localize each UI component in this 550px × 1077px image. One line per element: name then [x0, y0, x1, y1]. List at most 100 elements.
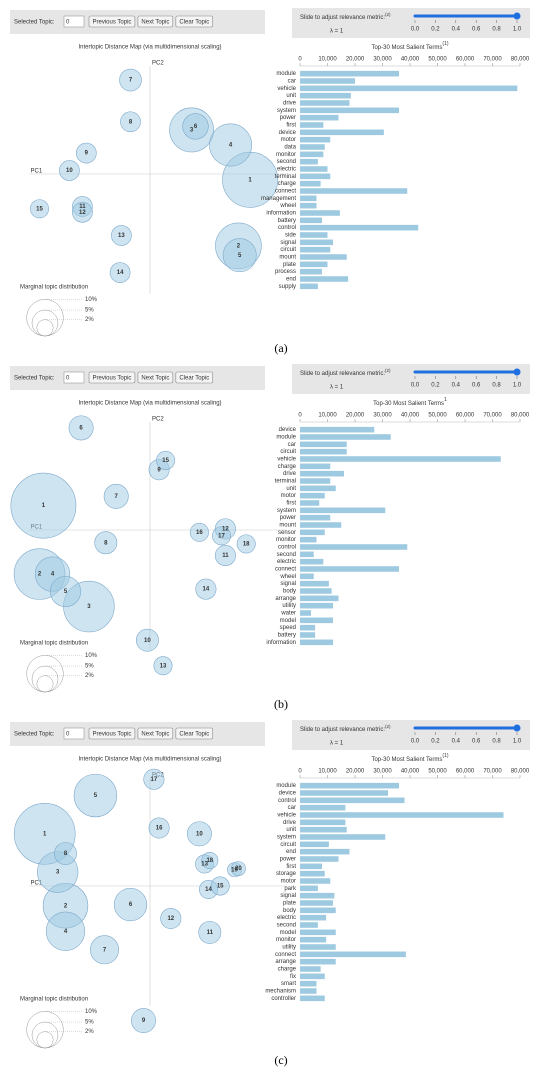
term-label[interactable]: arrange: [275, 596, 296, 602]
term-bar[interactable]: [300, 107, 399, 114]
term-bar[interactable]: [300, 610, 311, 616]
term-bar[interactable]: [300, 514, 331, 521]
term-label[interactable]: connect: [275, 952, 296, 958]
term-bar[interactable]: [300, 85, 518, 92]
topic-circle[interactable]: [236, 534, 256, 554]
topic-circle[interactable]: [160, 907, 182, 929]
term-label[interactable]: controller: [271, 996, 296, 1002]
term-label[interactable]: circuit: [280, 842, 296, 848]
topic-circle[interactable]: [195, 578, 217, 600]
term-bar[interactable]: [300, 448, 347, 455]
term-bar[interactable]: [300, 907, 336, 914]
term-label[interactable]: process: [275, 269, 296, 275]
term-bar[interactable]: [300, 595, 339, 602]
term-bar[interactable]: [300, 232, 328, 238]
topic-circle[interactable]: [230, 861, 246, 877]
term-label[interactable]: vehicle: [277, 457, 296, 463]
term-label[interactable]: mechanism: [265, 989, 296, 995]
term-bar[interactable]: [300, 602, 333, 609]
topic-input-value[interactable]: 0: [66, 732, 70, 738]
term-bar[interactable]: [300, 158, 318, 165]
term-bar[interactable]: [300, 100, 350, 106]
topic-circle[interactable]: [209, 123, 253, 167]
topic-circle[interactable]: [143, 768, 165, 790]
term-label[interactable]: unit: [286, 827, 296, 833]
topic-circle[interactable]: [68, 415, 94, 441]
term-bar[interactable]: [300, 144, 325, 150]
term-label[interactable]: second: [277, 923, 296, 929]
term-bar[interactable]: [300, 819, 346, 826]
topic-circle[interactable]: [89, 935, 120, 965]
term-label[interactable]: park: [284, 886, 297, 892]
term-label[interactable]: drive: [283, 471, 297, 477]
topic-circle[interactable]: [148, 817, 170, 839]
topic-button[interactable]: [175, 15, 214, 28]
term-label[interactable]: signal: [280, 581, 296, 587]
term-bar[interactable]: [300, 217, 322, 224]
term-label[interactable]: battery: [278, 218, 296, 224]
term-label[interactable]: system: [277, 108, 296, 114]
term-bar[interactable]: [300, 580, 329, 587]
term-bar[interactable]: [300, 456, 501, 462]
topic-button[interactable]: [137, 15, 174, 28]
term-bar[interactable]: [300, 151, 324, 158]
topic-circle[interactable]: [72, 201, 93, 223]
topic-circle[interactable]: [59, 160, 80, 181]
slider-handle[interactable]: [513, 724, 521, 732]
term-label[interactable]: power: [280, 857, 296, 863]
topic-button-label[interactable]: Next Topic: [141, 20, 169, 26]
topic-circle[interactable]: [73, 773, 118, 818]
term-bar[interactable]: [300, 114, 339, 121]
term-label[interactable]: module: [276, 783, 296, 789]
topic-button[interactable]: [137, 371, 174, 384]
term-label[interactable]: power: [280, 115, 296, 121]
term-bar[interactable]: [300, 551, 314, 558]
term-bar[interactable]: [300, 885, 318, 892]
term-label[interactable]: terminal: [275, 174, 296, 180]
topic-circle[interactable]: [210, 876, 230, 896]
topic-button[interactable]: [175, 727, 214, 740]
term-label[interactable]: charge: [278, 464, 297, 470]
term-bar[interactable]: [300, 936, 327, 943]
term-bar[interactable]: [300, 463, 331, 470]
term-bar[interactable]: [300, 782, 399, 789]
term-bar[interactable]: [300, 276, 349, 282]
term-bar[interactable]: [300, 848, 350, 855]
term-label[interactable]: charge: [278, 181, 297, 187]
term-bar[interactable]: [300, 988, 317, 994]
term-label[interactable]: motor: [281, 493, 296, 499]
term-bar[interactable]: [300, 283, 318, 290]
term-label[interactable]: module: [276, 71, 296, 77]
term-label[interactable]: end: [286, 849, 296, 855]
term-bar[interactable]: [300, 529, 325, 536]
term-label[interactable]: electric: [277, 915, 296, 921]
topic-button-label[interactable]: Next Topic: [141, 376, 169, 382]
term-label[interactable]: wheel: [279, 203, 296, 209]
term-label[interactable]: signal: [280, 893, 296, 899]
term-label[interactable]: power: [280, 515, 296, 521]
term-bar[interactable]: [300, 958, 336, 965]
term-bar[interactable]: [300, 173, 331, 180]
term-label[interactable]: vehicle: [277, 813, 296, 819]
topic-button[interactable]: [88, 371, 136, 384]
topic-input-value[interactable]: 0: [66, 20, 70, 26]
term-bar[interactable]: [300, 588, 332, 594]
topic-circle[interactable]: [156, 450, 176, 470]
term-bar[interactable]: [300, 478, 331, 484]
term-bar[interactable]: [300, 892, 335, 899]
topic-circle[interactable]: [111, 225, 132, 246]
term-label[interactable]: device: [279, 130, 297, 136]
term-label[interactable]: information: [266, 640, 296, 646]
topic-input-box[interactable]: [63, 371, 85, 384]
term-bar[interactable]: [300, 878, 331, 884]
topic-button-label[interactable]: Clear Topic: [179, 732, 209, 738]
term-label[interactable]: water: [280, 611, 296, 617]
term-label[interactable]: body: [283, 908, 296, 914]
term-bar[interactable]: [300, 261, 328, 268]
slider-handle[interactable]: [513, 368, 521, 376]
term-bar[interactable]: [300, 426, 375, 433]
term-label[interactable]: utility: [282, 603, 296, 609]
term-bar[interactable]: [300, 922, 318, 928]
term-bar[interactable]: [300, 254, 347, 260]
term-bar[interactable]: [300, 914, 327, 921]
